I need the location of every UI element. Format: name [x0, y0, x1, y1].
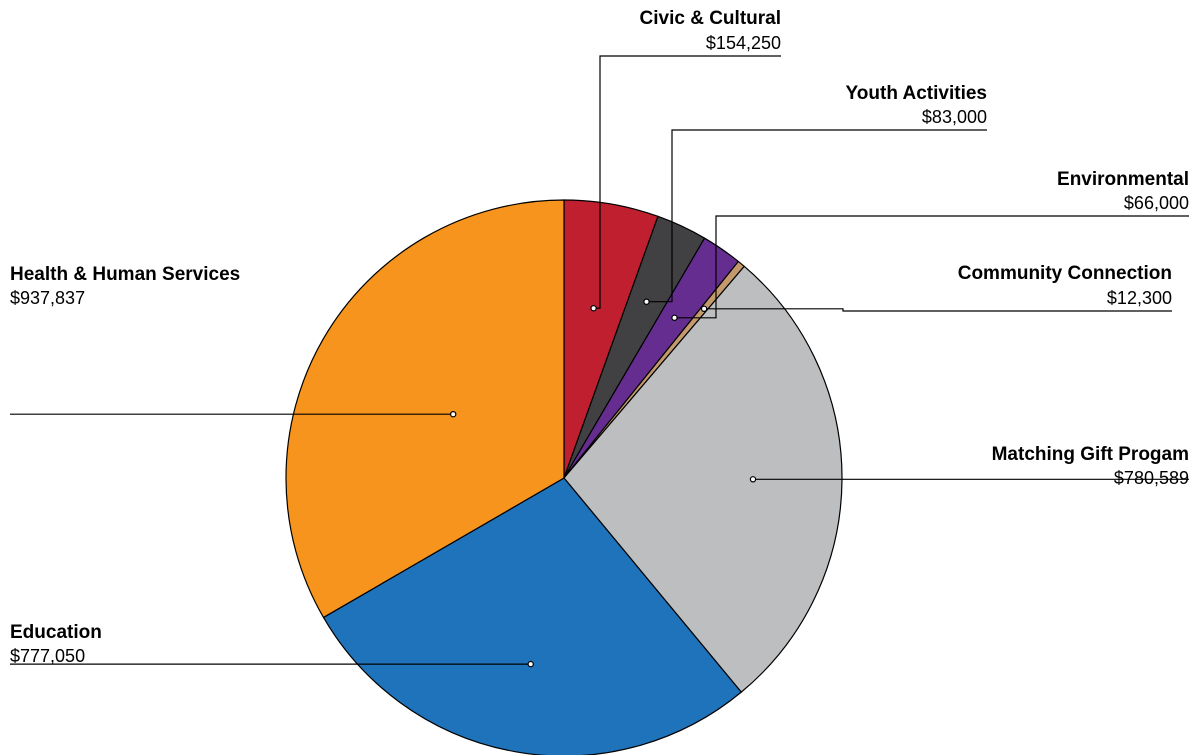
slice-education	[322, 477, 742, 755]
label-community-connection: Community Connection	[958, 263, 1172, 284]
leader-dot-environmental	[671, 314, 678, 321]
leader-line-civic-and-cultural	[593, 55, 781, 309]
leader-dot-youth-activities	[643, 298, 650, 305]
leader-line-youth-activities	[646, 129, 987, 303]
slice-matching-gift-progam	[563, 265, 843, 693]
value-health-and-human-services: $937,837	[10, 288, 85, 308]
leader-lines	[10, 55, 1189, 668]
value-youth-activities: $83,000	[922, 107, 987, 127]
value-civic-and-cultural: $154,250	[706, 33, 781, 53]
value-matching-gift-progam: $780,589	[1114, 468, 1189, 488]
leader-dot-community-connection	[700, 305, 708, 312]
leader-line-environmental	[674, 215, 1189, 319]
leader-dot-civic-and-cultural	[590, 305, 597, 312]
leader-dot-education	[527, 660, 534, 668]
slice-labels: Civic & Cultural $154,250 Youth Activities…	[10, 8, 1189, 666]
value-community-connection: $12,300	[1107, 288, 1172, 308]
value-environmental: $66,000	[1124, 193, 1189, 213]
label-matching-gift-progam: Matching Gift Progam	[992, 444, 1189, 465]
value-education: $777,050	[10, 646, 85, 666]
label-environmental: Environmental	[1057, 169, 1189, 190]
leader-line-community-connection	[704, 308, 1172, 312]
label-youth-activities: Youth Activities	[846, 83, 987, 104]
label-education: Education	[10, 622, 102, 643]
label-civic-and-cultural: Civic & Cultural	[640, 8, 781, 29]
pie-slices	[285, 199, 843, 755]
label-health-and-human-services: Health & Human Services	[10, 264, 240, 285]
slice-health-and-human-services	[285, 199, 565, 619]
leader-dot-matching-gift-progam	[749, 476, 757, 483]
leader-dot-health-and-human-services	[450, 411, 457, 418]
